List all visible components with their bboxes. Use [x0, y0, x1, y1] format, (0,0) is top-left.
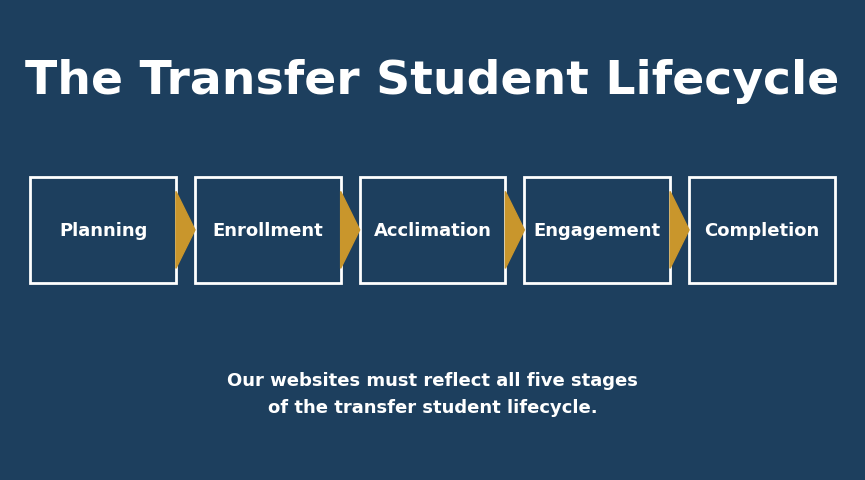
Polygon shape [505, 192, 524, 269]
Text: Engagement: Engagement [534, 221, 661, 240]
Text: Acclimation: Acclimation [374, 221, 491, 240]
FancyBboxPatch shape [195, 178, 341, 283]
FancyBboxPatch shape [30, 178, 176, 283]
Text: Completion: Completion [704, 221, 819, 240]
FancyBboxPatch shape [524, 178, 670, 283]
FancyBboxPatch shape [689, 178, 835, 283]
Text: Enrollment: Enrollment [213, 221, 324, 240]
FancyBboxPatch shape [360, 178, 505, 283]
Polygon shape [176, 192, 195, 269]
Text: Planning: Planning [59, 221, 147, 240]
Polygon shape [670, 192, 689, 269]
Polygon shape [341, 192, 360, 269]
Text: Our websites must reflect all five stages
of the transfer student lifecycle.: Our websites must reflect all five stage… [227, 371, 638, 417]
Text: The Transfer Student Lifecycle: The Transfer Student Lifecycle [25, 59, 840, 104]
